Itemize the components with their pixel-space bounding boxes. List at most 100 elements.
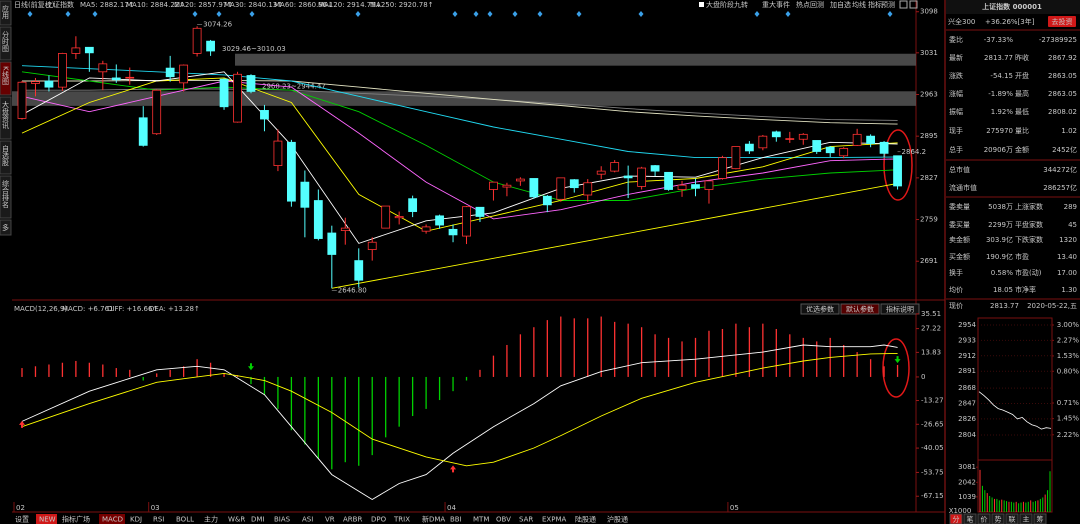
indicator-button[interactable] [880,303,920,315]
event-marker[interactable] [216,11,222,17]
mini-tab[interactable] [977,513,991,524]
event-marker[interactable] [65,11,71,17]
side-tab-label[interactable]: 自选股 [2,144,10,167]
event-marker[interactable] [512,11,518,17]
mini-tab[interactable] [1033,513,1047,524]
y2-tick-label: 1.53% [1057,352,1080,360]
mini-tab[interactable] [991,513,1005,524]
side-tab[interactable] [0,219,12,236]
bottom-tab[interactable]: SAR [519,516,533,524]
bottom-tab-bg[interactable] [36,514,57,524]
quote-label: 下跌家数 [1015,235,1043,244]
bottom-tab[interactable]: VR [325,516,335,524]
event-marker[interactable] [887,11,893,17]
side-tab-label[interactable]: 多 [2,223,10,232]
candle-body [354,260,364,281]
event-marker[interactable] [452,11,458,17]
event-marker[interactable] [249,11,255,17]
bottom-tab[interactable]: 陆股通 [575,515,596,524]
mini-tab-label[interactable]: 主 [1023,515,1030,524]
bottom-tab[interactable]: 指标广场 [62,515,90,524]
bottom-tab[interactable]: BOLL [176,516,194,524]
bottom-tab[interactable]: 主力 [204,515,218,524]
bottom-tab[interactable]: DPO [371,516,387,524]
mini-tab-label[interactable]: 筹 [1037,515,1044,524]
side-tab[interactable] [0,175,12,219]
toolbar-item[interactable]: 预测 [881,0,895,9]
bottom-tab[interactable]: TRIX [393,516,410,524]
y-tick-label: 27.22 [921,325,941,333]
side-tab-label[interactable]: 大盘资讯 [2,100,10,130]
mini-tab-label[interactable]: 价 [981,516,988,524]
bottom-tab[interactable]: BBI [450,516,462,524]
checkbox[interactable] [699,2,704,7]
invest-button-label[interactable]: 去投资 [1052,17,1073,26]
event-marker[interactable] [92,11,98,17]
bottom-tab[interactable]: EXPMA [542,516,566,524]
candle-body [233,73,242,123]
indicator-button-label[interactable]: 优选参数 [806,305,834,314]
side-tab[interactable] [0,26,12,61]
toolbar-item[interactable]: 均线 [852,0,866,9]
bottom-tab-bg[interactable] [99,514,125,524]
bottom-tab[interactable]: ASI [302,516,313,524]
quote-value: 1.02 [1061,127,1077,135]
mini-tab-label[interactable]: 分 [953,515,960,524]
side-tab-label[interactable]: 综合排名 [2,179,10,209]
mini-tab[interactable] [1005,513,1019,524]
mini-tab[interactable] [1019,513,1033,524]
event-marker[interactable] [537,11,543,17]
event-marker[interactable] [473,11,479,17]
event-marker[interactable] [785,11,791,17]
event-marker[interactable] [355,11,361,17]
bottom-tab[interactable]: BIAS [274,516,291,524]
mini-tab[interactable] [963,513,977,524]
bottom-tab[interactable]: NEW [39,516,56,524]
bottom-tab[interactable]: ARBR [343,516,362,524]
bottom-tab[interactable]: W&R [228,516,245,524]
mini-tab-label[interactable]: 势 [995,515,1002,524]
toolbar-icon[interactable] [899,0,908,9]
bottom-tab[interactable]: OBV [496,516,511,524]
event-marker[interactable] [487,11,493,17]
event-marker[interactable] [576,11,582,17]
toolbar-item[interactable]: 重大事件 [762,0,790,9]
bottom-tab[interactable]: MACD [102,516,123,524]
side-tab[interactable] [0,0,12,26]
candle-body [529,178,539,198]
toolbar-item[interactable]: 热点回测 [796,0,824,9]
bottom-tab[interactable]: DMI [251,516,265,524]
side-tab[interactable] [0,140,12,175]
indicator-button[interactable] [840,303,880,315]
event-marker[interactable] [754,11,760,17]
bottom-tab[interactable]: MTM [473,516,489,524]
indicator-button-label[interactable]: 默认参数 [846,305,874,314]
side-tab-label[interactable]: 应用 [2,4,10,20]
side-tab[interactable] [0,96,12,140]
indicator-button-label[interactable]: 指标说明 [886,305,914,314]
side-tab-label[interactable]: 分时图 [2,30,10,53]
event-marker[interactable] [192,11,198,17]
toolbar-item[interactable]: 加自选 [830,0,851,9]
bottom-tab[interactable]: 新DMA [422,515,445,524]
side-tab-label[interactable]: K线图 [2,66,10,86]
mini-tab-label[interactable]: 联 [1009,515,1016,524]
side-tab[interactable] [0,61,12,96]
toolbar-item[interactable]: 大盘阶段九转 [706,0,748,9]
mini-tab[interactable] [949,513,963,524]
event-marker[interactable] [638,11,644,17]
quote-value: 289 [1064,203,1077,211]
toolbar-item[interactable]: 指标 [868,0,882,9]
toolbar-icon[interactable] [909,0,918,9]
mini-tab-label[interactable]: 笔 [967,515,974,524]
indicator-button[interactable] [800,303,840,315]
bottom-tab[interactable]: 沪股通 [607,515,628,524]
candle-body [866,135,876,144]
bottom-tab[interactable]: RSI [153,516,164,524]
y2-tick-label: 2.22% [1057,431,1080,439]
bottom-tab[interactable]: 设置 [15,515,29,524]
invest-button[interactable] [1048,16,1076,27]
bottom-tab[interactable]: KDJ [130,516,142,524]
candle-body [596,170,606,175]
event-marker[interactable] [27,11,33,17]
